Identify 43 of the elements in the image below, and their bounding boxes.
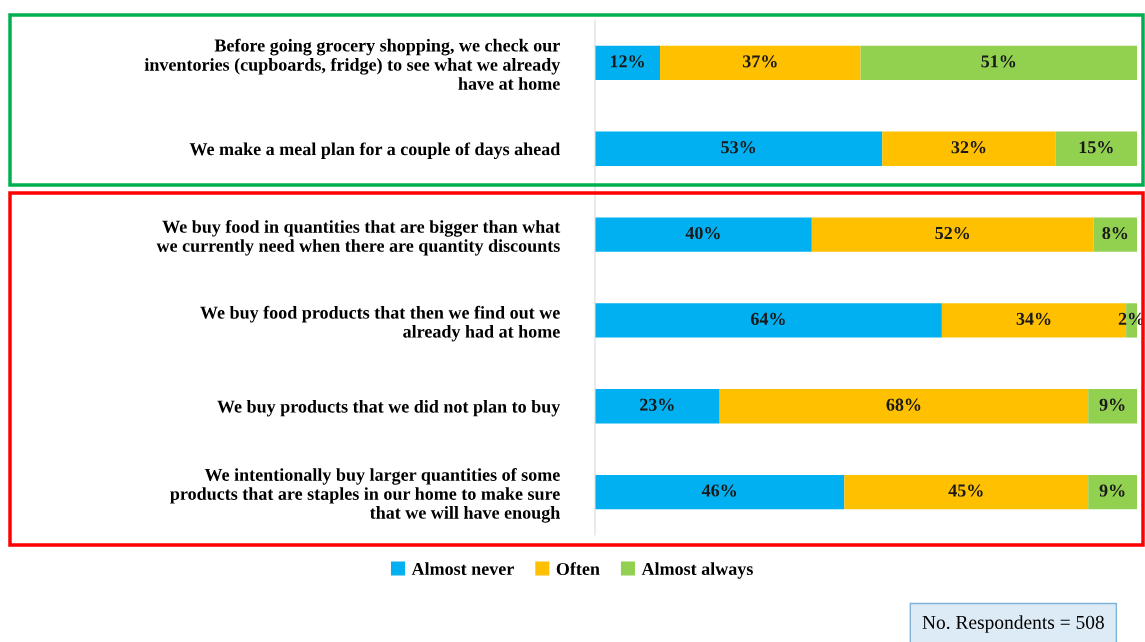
data-label: 9% [1099, 484, 1125, 497]
data-label: 12% [610, 55, 644, 68]
y-tick-label: We buy food products that then we find out we already had at home [200, 305, 560, 342]
data-label: 46% [701, 484, 737, 497]
bar [1055, 131, 1137, 166]
data-label: 53% [721, 141, 755, 154]
data-label: 34% [1016, 312, 1051, 325]
legend-label: Almost never [411, 562, 514, 576]
data-label: 52% [935, 226, 970, 240]
data-label: 68% [886, 398, 921, 411]
y-tick-label: We buy food in quantities that are bigger than what we currently need when there are quantity discounts [156, 219, 561, 256]
bar [595, 303, 942, 338]
bar [595, 45, 661, 81]
data-label: 40% [685, 226, 720, 240]
y-tick-label: We buy products that we did not plan to buy [217, 399, 561, 417]
bar [595, 217, 812, 252]
legend-label: Almost always [641, 562, 753, 579]
bar [844, 474, 1089, 510]
bar [1088, 389, 1137, 424]
data-label: 9% [1099, 398, 1125, 411]
bar [1093, 217, 1137, 252]
text: No. Respondents = 508 [922, 615, 1104, 633]
data-label: 32% [951, 141, 986, 154]
bar [660, 45, 861, 81]
bar [595, 474, 845, 510]
bar [595, 389, 720, 424]
data-label: 23% [640, 398, 674, 411]
legend-label: Often [556, 562, 600, 576]
data-label: 64% [751, 312, 785, 325]
data-label: 51% [981, 55, 1016, 68]
bar [719, 389, 1089, 424]
bar [811, 217, 1094, 252]
bar [595, 131, 883, 166]
data-label: 8% [1102, 226, 1128, 240]
bar [882, 131, 1056, 166]
bar [1088, 474, 1137, 510]
y-tick-label: We make a meal plan for a couple of days ahead [189, 142, 561, 159]
bar [860, 45, 1137, 81]
y-tick-label: We intentionally buy larger quantities of some products that are staples in our home to make sure that we will have enough [170, 468, 561, 523]
y-tick-label: Before going grocery shopping, we check our inventories (cupboards, fridge) to see what we already have at home [144, 38, 561, 90]
data-label: 45% [948, 484, 983, 497]
data-label: 37% [742, 55, 777, 68]
data-label: 15% [1079, 141, 1113, 154]
